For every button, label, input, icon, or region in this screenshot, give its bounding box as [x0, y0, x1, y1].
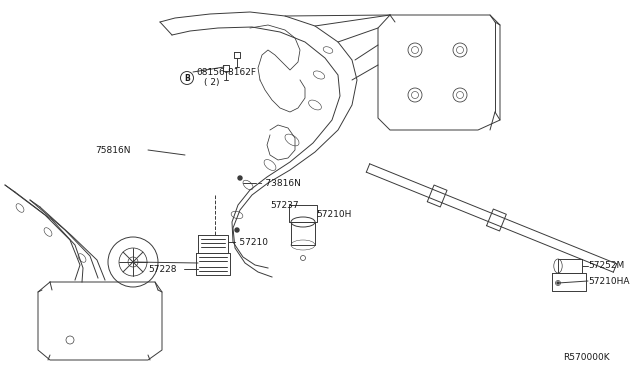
Text: 57228: 57228 [148, 264, 177, 273]
Circle shape [557, 282, 559, 284]
Text: 08156-8162F: 08156-8162F [196, 67, 256, 77]
Text: 57252M: 57252M [588, 262, 624, 270]
Text: B: B [184, 74, 190, 83]
Text: – 73816N: – 73816N [258, 179, 301, 187]
Text: ( 2): ( 2) [204, 77, 220, 87]
Text: 57237: 57237 [270, 201, 299, 209]
Circle shape [235, 228, 239, 232]
Text: R570000K: R570000K [563, 353, 610, 362]
Text: – 57210: – 57210 [232, 237, 268, 247]
Circle shape [238, 176, 242, 180]
Text: 75816N: 75816N [95, 145, 131, 154]
Text: 57210HA: 57210HA [588, 276, 630, 285]
Text: 57210H: 57210H [316, 209, 351, 218]
